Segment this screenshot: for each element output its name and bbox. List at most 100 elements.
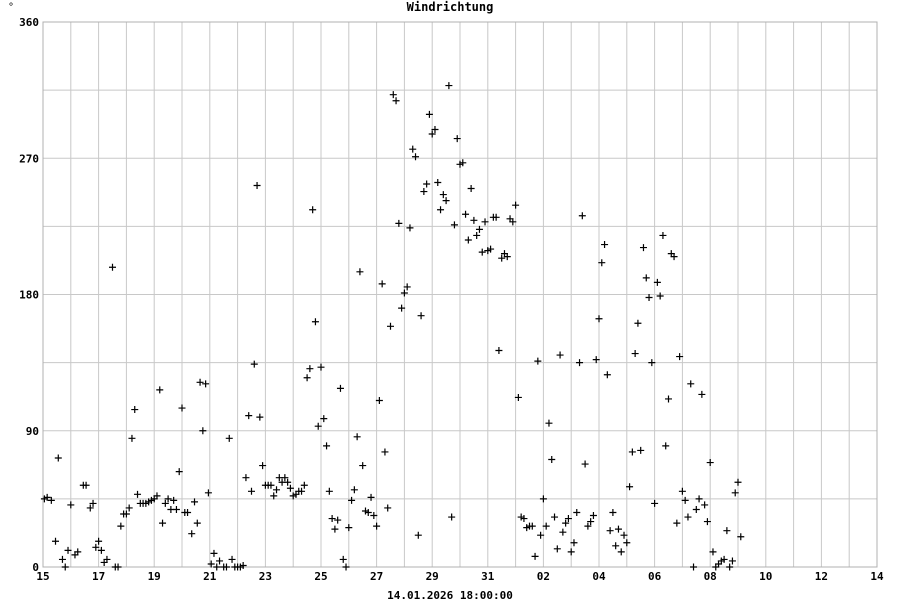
data-point [202, 380, 210, 388]
data-point [495, 347, 503, 355]
data-point [156, 386, 164, 394]
data-point [695, 495, 703, 503]
data-point [196, 378, 204, 386]
data-point [450, 221, 458, 229]
data-point [286, 484, 294, 492]
data-point [509, 218, 517, 226]
data-point [690, 563, 698, 571]
data-point [437, 206, 445, 214]
data-point [651, 499, 659, 507]
x-tick-label: 14 [870, 570, 884, 583]
data-point [216, 557, 224, 565]
data-point [723, 527, 731, 535]
data-point [514, 393, 522, 401]
data-point [114, 563, 122, 571]
data-point [175, 468, 183, 476]
data-point [213, 563, 221, 571]
data-point [628, 448, 636, 456]
data-point [428, 130, 436, 138]
data-point [345, 524, 353, 532]
data-point [498, 254, 506, 262]
data-point [54, 454, 62, 462]
data-point [464, 236, 472, 244]
data-point [639, 244, 647, 252]
x-tick-label: 06 [648, 570, 662, 583]
data-point [248, 487, 255, 495]
data-point [172, 505, 180, 513]
data-point [634, 319, 642, 327]
data-point [47, 496, 55, 504]
data-point [253, 182, 261, 189]
data-point [442, 197, 450, 205]
data-point [614, 525, 622, 533]
data-point [420, 188, 428, 196]
y-tick-label: 0 [32, 561, 39, 574]
data-point [125, 504, 133, 512]
data-point [336, 384, 344, 392]
data-point [520, 515, 528, 523]
x-tick-label: 19 [148, 570, 161, 583]
x-tick-label: 15 [36, 570, 49, 583]
data-point [626, 483, 634, 491]
data-point [481, 218, 489, 226]
data-point [709, 548, 717, 556]
data-point [364, 509, 372, 516]
data-point [645, 294, 653, 302]
x-tick-label: 17 [92, 570, 105, 583]
data-point [562, 519, 570, 527]
data-point [378, 280, 386, 288]
data-point [284, 478, 292, 486]
data-point [728, 557, 736, 565]
data-point [434, 178, 442, 186]
data-point [553, 545, 561, 553]
data-point [222, 563, 230, 571]
data-point [348, 496, 356, 504]
data-point [367, 493, 375, 501]
data-point [584, 522, 592, 530]
data-point [673, 519, 681, 527]
data-point [164, 495, 172, 503]
data-point [311, 318, 319, 326]
data-point [342, 563, 350, 571]
x-tick-label: 23 [259, 570, 272, 583]
data-point [534, 357, 542, 365]
data-point [665, 395, 672, 403]
data-point [467, 185, 475, 193]
data-point [298, 487, 306, 495]
data-point [453, 135, 461, 143]
data-point [314, 422, 322, 430]
data-point [191, 498, 199, 506]
data-point [737, 533, 745, 541]
data-point [548, 456, 556, 464]
data-point [403, 283, 411, 291]
data-point [570, 539, 578, 547]
data-point [134, 490, 142, 498]
data-point [439, 191, 447, 199]
unit-label: ° [8, 2, 14, 13]
data-point [178, 404, 186, 412]
data-point [128, 434, 136, 442]
data-point [67, 501, 75, 509]
data-point [406, 224, 414, 232]
data-point [74, 548, 82, 556]
x-tick-label: 27 [370, 570, 383, 583]
data-point [720, 555, 728, 563]
data-point [637, 446, 645, 454]
x-tick-label: 25 [314, 570, 327, 583]
data-point [623, 539, 631, 547]
data-point [109, 263, 116, 271]
y-tick-label: 360 [19, 16, 39, 29]
data-point [425, 110, 433, 118]
chart-title: Windrichtung [407, 0, 494, 14]
data-point [631, 350, 639, 358]
data-point [684, 513, 692, 521]
data-point [592, 356, 600, 364]
data-point [159, 519, 167, 527]
data-point [653, 278, 661, 286]
data-point [267, 481, 275, 489]
data-point [414, 531, 422, 539]
data-point [309, 206, 317, 214]
data-point [448, 513, 456, 521]
data-point [89, 499, 97, 507]
data-point [188, 530, 196, 538]
